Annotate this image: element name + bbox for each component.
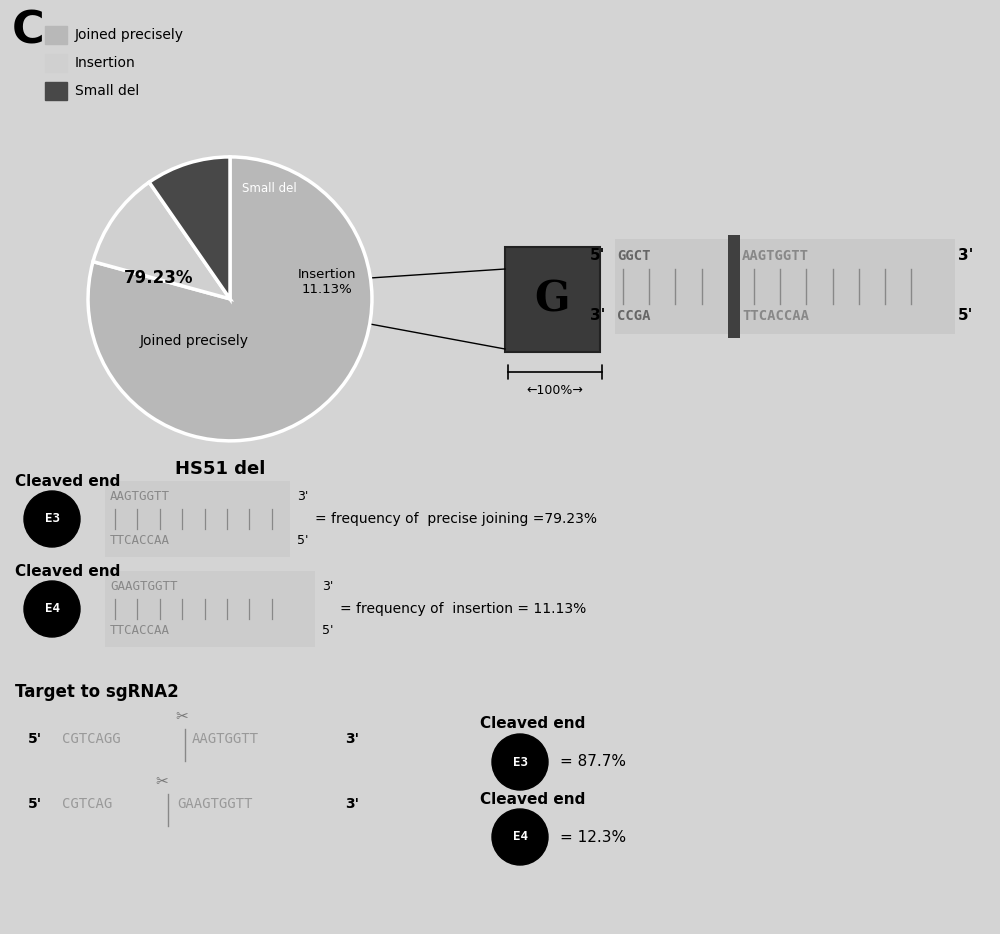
Text: 3': 3' <box>590 308 605 323</box>
Circle shape <box>492 734 548 790</box>
Text: TTCACCAA: TTCACCAA <box>742 309 809 323</box>
Text: = 12.3%: = 12.3% <box>560 829 626 844</box>
Text: Cleaved end: Cleaved end <box>480 716 585 731</box>
Text: Small del: Small del <box>75 84 139 98</box>
Text: AAGTGGTT: AAGTGGTT <box>192 732 259 746</box>
Text: Insertion: Insertion <box>75 56 136 70</box>
Text: 3': 3' <box>322 581 333 593</box>
Text: AAGTGGTT: AAGTGGTT <box>742 249 809 263</box>
Text: Target to sgRNA2: Target to sgRNA2 <box>15 683 179 701</box>
Text: E3: E3 <box>44 513 60 526</box>
Text: E3: E3 <box>512 756 528 769</box>
Text: Cleaved end: Cleaved end <box>480 791 585 806</box>
Text: 3': 3' <box>345 732 359 746</box>
Text: 3': 3' <box>297 490 308 503</box>
Text: = frequency of  precise joining =79.23%: = frequency of precise joining =79.23% <box>315 512 597 526</box>
Text: GAAGTGGTT: GAAGTGGTT <box>110 581 178 593</box>
Text: E4: E4 <box>44 602 60 616</box>
Bar <box>105 571 315 647</box>
Text: 79.23%: 79.23% <box>124 269 194 287</box>
Text: E4: E4 <box>512 830 528 843</box>
Text: C: C <box>12 9 45 52</box>
Wedge shape <box>88 157 372 441</box>
Text: Cleaved end: Cleaved end <box>15 563 120 578</box>
Text: GAAGTGGTT: GAAGTGGTT <box>177 797 252 811</box>
Text: 5': 5' <box>322 625 334 638</box>
Text: = frequency of  insertion = 11.13%: = frequency of insertion = 11.13% <box>340 602 586 616</box>
Text: HS51 del: HS51 del <box>175 460 265 478</box>
Text: Insertion
11.13%: Insertion 11.13% <box>297 268 356 296</box>
Bar <box>45 54 67 72</box>
Text: 3': 3' <box>958 248 973 263</box>
Text: ←100%→: ←100%→ <box>527 384 583 397</box>
Text: 3': 3' <box>345 797 359 811</box>
Text: Joined precisely: Joined precisely <box>75 28 184 42</box>
Bar <box>505 247 600 352</box>
Bar <box>45 82 67 100</box>
Bar <box>45 26 67 44</box>
Text: CCGA: CCGA <box>617 309 650 323</box>
Text: 5': 5' <box>28 797 42 811</box>
Text: Joined precisely: Joined precisely <box>140 334 249 348</box>
Text: TTCACCAA: TTCACCAA <box>110 534 170 547</box>
Text: Small del: Small del <box>242 181 297 194</box>
Text: G: G <box>535 278 570 320</box>
Circle shape <box>492 809 548 865</box>
Text: TTCACCAA: TTCACCAA <box>110 625 170 638</box>
Text: CGTCAG: CGTCAG <box>62 797 112 811</box>
Wedge shape <box>93 182 230 299</box>
Text: 5': 5' <box>28 732 42 746</box>
Text: Cleaved end: Cleaved end <box>15 474 120 488</box>
Circle shape <box>24 491 80 547</box>
Text: GGCT: GGCT <box>617 249 650 263</box>
Bar <box>105 481 290 557</box>
Text: AAGTGGTT: AAGTGGTT <box>110 490 170 503</box>
Text: 5': 5' <box>297 534 308 547</box>
Text: = 87.7%: = 87.7% <box>560 755 626 770</box>
Wedge shape <box>149 157 230 299</box>
Bar <box>615 239 955 334</box>
Text: CGTCAGG: CGTCAGG <box>62 732 121 746</box>
Text: ✂: ✂ <box>176 710 188 725</box>
Text: ✂: ✂ <box>156 774 168 789</box>
Bar <box>728 235 740 338</box>
Text: 5': 5' <box>590 248 605 263</box>
Text: 5': 5' <box>958 308 973 323</box>
Circle shape <box>24 581 80 637</box>
